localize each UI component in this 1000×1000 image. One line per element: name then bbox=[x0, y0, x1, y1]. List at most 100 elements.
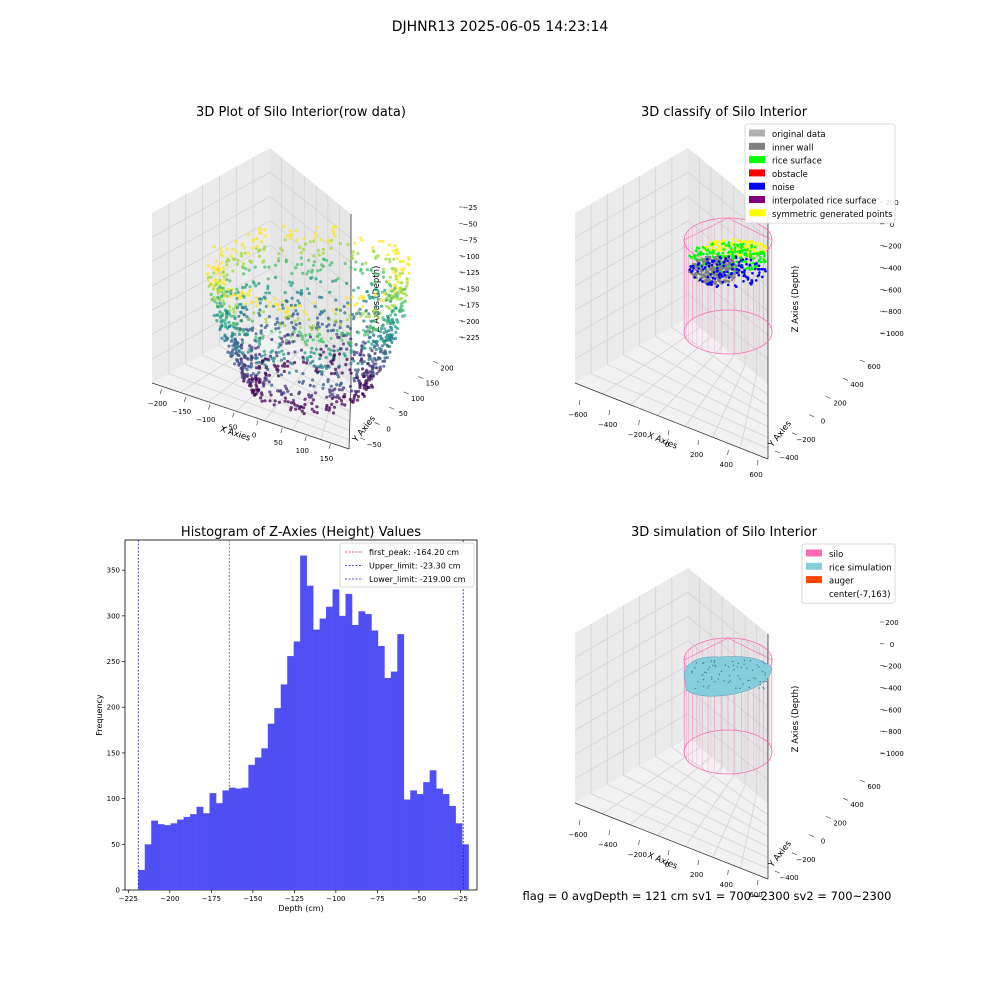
raw-point bbox=[405, 284, 409, 288]
raw-point bbox=[401, 300, 405, 304]
raw-point bbox=[398, 274, 402, 278]
raw-point bbox=[251, 390, 256, 394]
raw-point bbox=[216, 313, 220, 317]
raw-point bbox=[348, 397, 352, 401]
classify-legend-entry: symmetric generated points bbox=[772, 210, 893, 220]
raw-point bbox=[250, 328, 254, 332]
raw-point bbox=[272, 356, 276, 360]
raw-x-axis-line bbox=[151, 382, 350, 450]
raw-point bbox=[313, 231, 317, 235]
raw-point bbox=[346, 324, 350, 329]
raw-point bbox=[383, 352, 387, 356]
raw-point bbox=[283, 384, 287, 388]
raw-point bbox=[338, 326, 342, 330]
raw-point bbox=[341, 342, 345, 346]
raw-point bbox=[254, 361, 259, 365]
raw-point bbox=[355, 374, 359, 378]
raw-point bbox=[222, 278, 226, 282]
raw-point bbox=[361, 367, 365, 371]
classify-point-rice-surface bbox=[745, 254, 748, 258]
raw-point bbox=[247, 251, 251, 255]
raw-point bbox=[318, 295, 322, 299]
classify-point-rice-surface bbox=[733, 248, 736, 251]
raw-point bbox=[298, 321, 302, 325]
classify-point-symmetric bbox=[758, 242, 762, 245]
raw-point bbox=[227, 320, 231, 324]
raw-wall-grid bbox=[151, 244, 352, 312]
raw-point bbox=[375, 339, 379, 343]
raw-point bbox=[237, 332, 242, 336]
classify-point-inner-wall bbox=[696, 272, 699, 275]
classify-point-noise bbox=[719, 273, 723, 276]
classify-point-rice-surface bbox=[760, 260, 763, 264]
raw-point bbox=[230, 314, 234, 318]
classify-point-noise bbox=[761, 275, 764, 279]
histogram-bar bbox=[462, 844, 469, 890]
raw-point bbox=[339, 319, 343, 324]
raw-point bbox=[251, 372, 255, 376]
raw-point bbox=[234, 351, 239, 355]
classify-point-symmetric bbox=[707, 246, 710, 249]
simulation-rice-vertex bbox=[694, 687, 696, 690]
raw-y-tick bbox=[359, 437, 366, 441]
classify-point-noise bbox=[749, 258, 753, 262]
simulation-z-tick-label: −600 bbox=[882, 706, 901, 714]
raw-point bbox=[394, 277, 398, 281]
raw-point bbox=[349, 362, 353, 366]
raw-point bbox=[268, 390, 272, 394]
raw-point bbox=[400, 281, 404, 285]
raw-point bbox=[232, 310, 236, 314]
raw-floor-grid bbox=[252, 326, 351, 394]
raw-point bbox=[358, 307, 362, 311]
raw-point bbox=[313, 304, 317, 309]
raw-point bbox=[309, 276, 313, 280]
raw-point bbox=[320, 365, 324, 370]
simulation-wall-grid bbox=[574, 713, 769, 781]
histogram-bar bbox=[164, 825, 171, 890]
raw-point bbox=[321, 265, 325, 269]
raw-point bbox=[257, 339, 261, 344]
raw-point bbox=[339, 399, 344, 403]
classify-floor-grid bbox=[623, 354, 769, 428]
raw-point bbox=[278, 323, 282, 327]
classify-point-rice-surface bbox=[744, 260, 748, 264]
classify-point-inner-wall bbox=[719, 268, 722, 272]
raw-point bbox=[385, 321, 389, 325]
raw-point bbox=[280, 303, 284, 307]
classify-floor-grid bbox=[590, 373, 769, 449]
classify-point-symmetric bbox=[761, 247, 765, 250]
raw-point bbox=[337, 352, 342, 356]
raw-point bbox=[257, 364, 261, 368]
raw-point bbox=[352, 353, 356, 357]
raw-point bbox=[269, 393, 273, 397]
raw-point bbox=[371, 339, 375, 343]
raw-point bbox=[356, 398, 360, 402]
raw-point bbox=[282, 361, 287, 366]
simulation-y-tick-label: 600 bbox=[867, 783, 880, 791]
raw-point bbox=[261, 310, 266, 314]
raw-point bbox=[369, 357, 373, 361]
raw-point bbox=[254, 383, 258, 387]
raw-point bbox=[380, 344, 384, 348]
raw-point bbox=[379, 297, 383, 302]
classify-point-rice-surface bbox=[708, 250, 711, 254]
classify-point-rice-surface bbox=[746, 248, 749, 251]
simulation-rice-vertex bbox=[732, 664, 735, 667]
raw-point bbox=[286, 364, 290, 368]
raw-point bbox=[368, 370, 372, 374]
raw-point bbox=[250, 319, 254, 323]
simulation-y-tick bbox=[808, 834, 815, 837]
classify-point-rice-surface bbox=[734, 250, 737, 253]
raw-point bbox=[220, 312, 225, 316]
raw-point bbox=[300, 291, 304, 295]
raw-point bbox=[381, 316, 385, 320]
raw-point bbox=[213, 283, 218, 287]
classify-point-noise bbox=[745, 263, 748, 266]
simulation-y-tick-label: 400 bbox=[850, 801, 863, 809]
classify-point-rice-surface bbox=[725, 244, 728, 247]
raw-point bbox=[275, 354, 279, 358]
classify-point-inner-wall bbox=[694, 262, 697, 266]
raw-point bbox=[226, 287, 231, 291]
raw-point bbox=[395, 295, 399, 299]
histogram-bar bbox=[261, 748, 269, 890]
